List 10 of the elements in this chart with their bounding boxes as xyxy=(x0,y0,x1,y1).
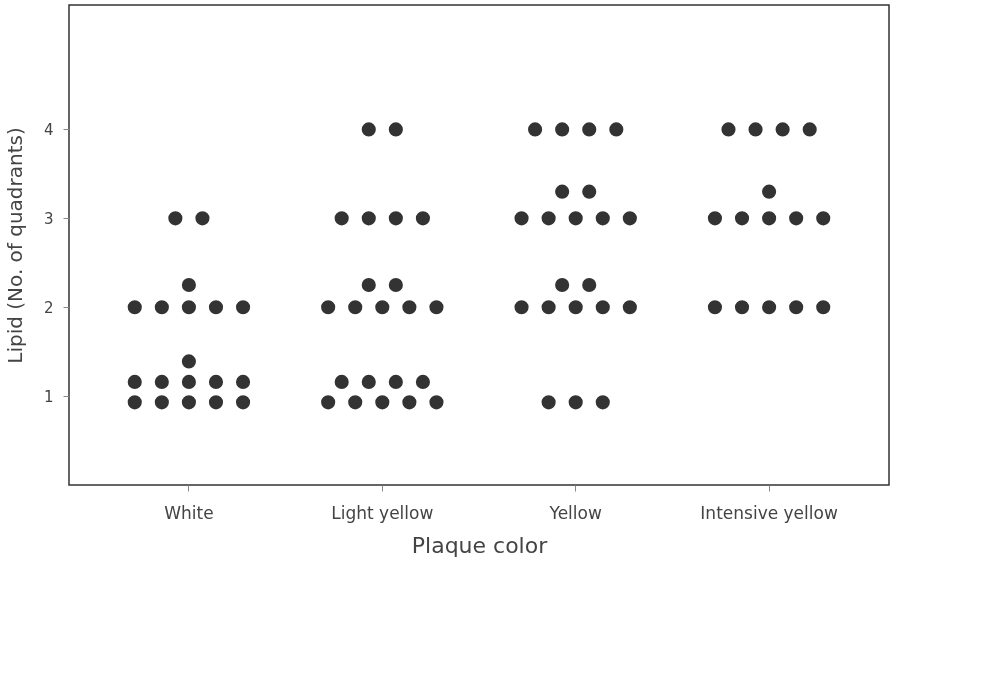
x-axis-title: Plaque color xyxy=(411,532,549,558)
y-axis-title: Lipid (No. of quadrants) xyxy=(2,127,27,364)
x-tick-label: Light yellow xyxy=(331,502,434,523)
y-tick-label: 2 xyxy=(43,298,54,317)
x-tick-label: White xyxy=(164,502,214,523)
y-tick-label: 3 xyxy=(43,209,54,228)
x-tick-label: Yellow xyxy=(548,502,602,523)
y-tick-label: 1 xyxy=(43,387,54,406)
y-tick-label: 4 xyxy=(43,120,54,139)
x-tick-label: Intensive yellow xyxy=(700,502,838,523)
